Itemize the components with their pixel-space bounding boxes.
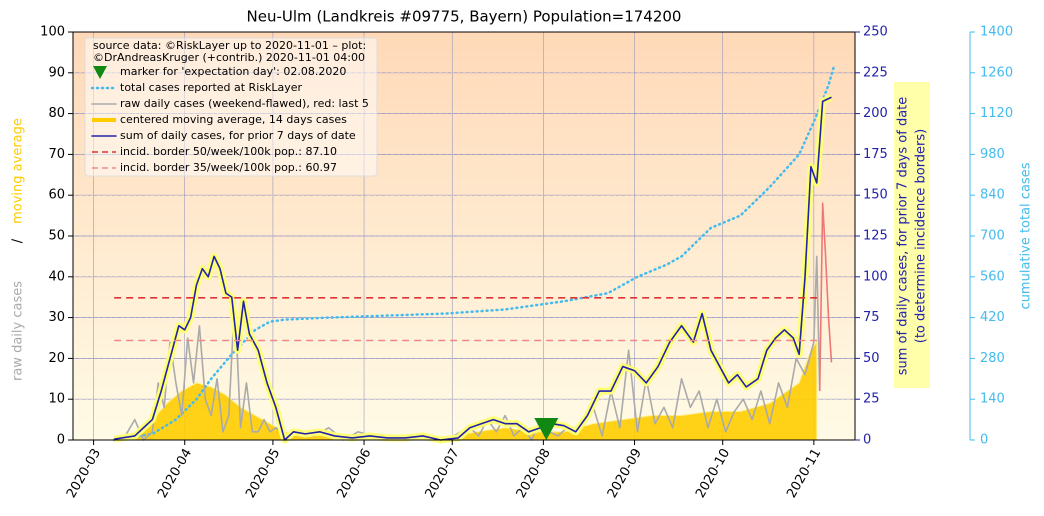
y-tick-label: 70	[48, 147, 65, 162]
y2-axis-label: (to determine incidence borders)	[914, 129, 929, 344]
y2-tick-label: 200	[863, 106, 888, 121]
series-line	[112, 63, 836, 442]
y2-axis-label: sum of daily cases, for prior 7 days of …	[896, 97, 911, 376]
y3-tick-label: 280	[980, 351, 1005, 366]
legend-label: incid. border 50/week/100k pop.: 87.10	[120, 145, 337, 158]
y2-tick-label: 50	[863, 351, 880, 366]
legend-label: total cases reported at RiskLayer	[120, 81, 303, 94]
legend-box	[84, 37, 378, 177]
y3-tick-label: 840	[980, 188, 1005, 203]
y2-tick-label: 125	[863, 229, 888, 244]
legend-marker	[93, 66, 107, 79]
y2-tick-label: 100	[863, 269, 888, 284]
x-tick-label: 2020-05	[243, 446, 283, 501]
x-tick-label: 2020-08	[514, 446, 554, 501]
legend-source: source data: ©RiskLayer up to 2020-11-01…	[93, 39, 366, 52]
y-tick-label: 0	[57, 433, 65, 448]
x-tick-label: 2020-06	[334, 446, 374, 501]
expectation-marker	[534, 418, 559, 440]
y2-tick-label: 150	[863, 188, 888, 203]
x-tick-label: 2020-09	[605, 446, 645, 501]
y-tick-label: 100	[40, 25, 65, 40]
y-tick-label: 60	[48, 188, 65, 203]
y-tick-label: 90	[48, 65, 65, 80]
y2-tick-label: 75	[863, 310, 880, 325]
legend-label: centered moving average, 14 days cases	[120, 113, 347, 126]
y2-tick-label: 225	[863, 65, 888, 80]
y-axis-label: /	[11, 238, 26, 243]
y2-tick-label: 250	[863, 25, 888, 40]
y2-tick-label: 0	[863, 433, 871, 448]
y3-tick-label: 700	[980, 229, 1005, 244]
legend-label: raw daily cases (weekend-flawed), red: l…	[120, 97, 369, 110]
y3-tick-label: 140	[980, 392, 1005, 407]
legend-label: incid. border 35/week/100k pop.: 60.97	[120, 161, 337, 174]
y3-tick-label: 980	[980, 147, 1005, 162]
chart-title: Neu-Ulm (Landkreis #09775, Bayern) Popul…	[247, 8, 682, 26]
y-tick-label: 40	[48, 269, 65, 284]
y-tick-label: 30	[48, 310, 65, 325]
y2-tick-label: 175	[863, 147, 888, 162]
x-tick-label: 2020-04	[155, 446, 195, 501]
y-tick-label: 10	[48, 392, 65, 407]
y2-tick-label: 25	[863, 392, 880, 407]
y3-tick-label: 1260	[980, 65, 1013, 80]
y3-tick-label: 560	[980, 269, 1005, 284]
y3-tick-label: 0	[980, 433, 988, 448]
series-line	[122, 255, 821, 441]
y-axis-label: raw daily cases	[11, 281, 26, 381]
x-tick-label: 2020-10	[693, 446, 733, 501]
x-tick-label: 2020-11	[784, 446, 824, 501]
y-tick-label: 20	[48, 351, 65, 366]
series-line	[818, 202, 833, 392]
y3-tick-label: 1400	[980, 25, 1013, 40]
legend-label: marker for 'expectation day': 02.08.2020	[120, 65, 346, 78]
y3-tick-label: 420	[980, 310, 1005, 325]
y2-label-box	[894, 82, 930, 388]
legend-label: sum of daily cases, for prior 7 days of …	[120, 129, 356, 142]
y-axis-label: moving average	[11, 118, 26, 224]
y3-axis-label: cumulative total cases	[1019, 162, 1034, 309]
x-tick-label: 2020-03	[64, 446, 104, 501]
series-line	[114, 96, 832, 441]
y-tick-label: 50	[48, 229, 65, 244]
y3-tick-label: 1120	[980, 106, 1013, 121]
y-tick-label: 80	[48, 106, 65, 121]
legend-source: ©DrAndreasKruger (+contrib.) 2020-11-01 …	[93, 51, 365, 64]
x-tick-label: 2020-07	[423, 446, 463, 501]
